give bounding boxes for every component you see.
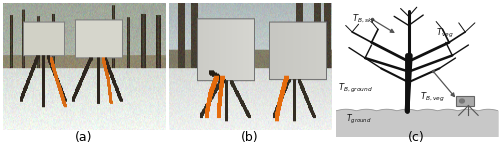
Text: (a): (a)	[75, 131, 92, 144]
Text: $T_{B,sky}$: $T_{B,sky}$	[352, 13, 376, 26]
Text: $T_{B,ground}$: $T_{B,ground}$	[338, 82, 372, 95]
Text: (b): (b)	[241, 131, 259, 144]
Text: (c): (c)	[408, 131, 425, 144]
Circle shape	[460, 99, 464, 103]
Text: $T_{veg}$: $T_{veg}$	[436, 27, 454, 40]
FancyBboxPatch shape	[456, 96, 474, 106]
Text: $T_{B,veg}$: $T_{B,veg}$	[420, 91, 444, 104]
Text: $T_{ground}$: $T_{ground}$	[346, 113, 372, 126]
